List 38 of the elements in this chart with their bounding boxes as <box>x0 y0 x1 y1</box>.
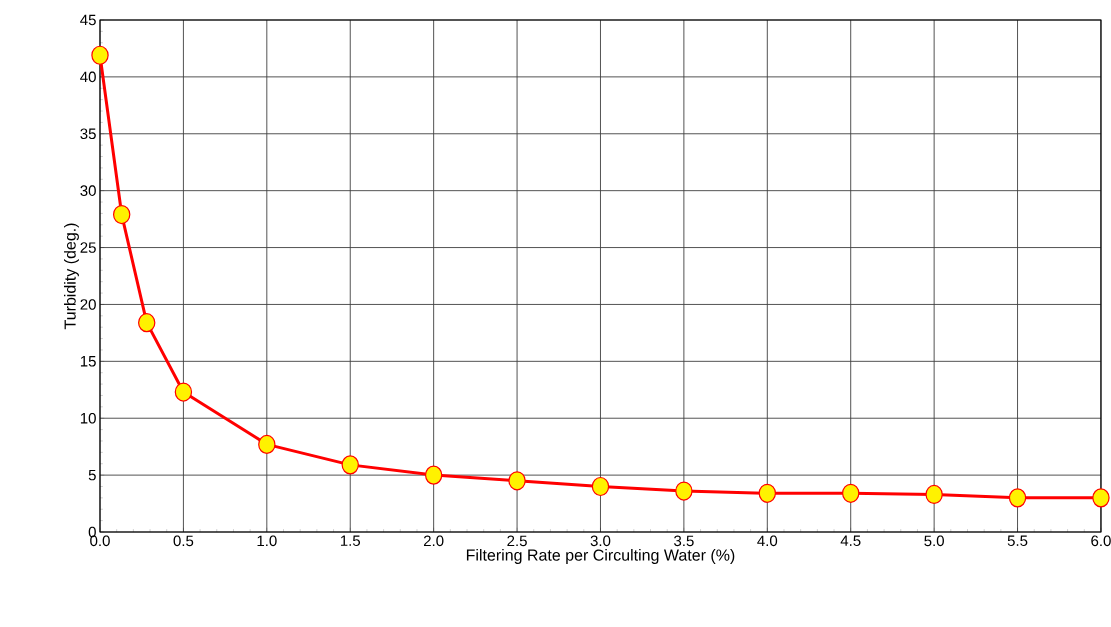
y-axis-title: Turbidity (deg.) <box>64 223 79 330</box>
x-tick-label: 4.0 <box>757 535 778 547</box>
point <box>112 204 131 225</box>
x-axis-title: Filtering Rate per Circulting Water (%) <box>466 549 735 564</box>
x-tick-label: 5.0 <box>924 535 944 547</box>
point <box>341 455 359 475</box>
point <box>138 313 156 333</box>
point <box>925 484 943 505</box>
x-tick-label: 3.5 <box>674 535 694 547</box>
point <box>258 434 276 454</box>
x-tick-label: 6.0 <box>1091 535 1111 547</box>
y-tick-label: 30 <box>80 185 96 196</box>
x-tick-label: 2.0 <box>423 535 444 547</box>
y-tick-label: 40 <box>80 71 96 83</box>
point <box>1092 488 1110 508</box>
point <box>1008 488 1027 508</box>
point <box>591 476 610 497</box>
x-tick-label: 2.5 <box>507 535 527 547</box>
x-tick-label: 1.5 <box>340 535 361 546</box>
y-tick-label: 45 <box>80 14 96 26</box>
y-tick-label: 25 <box>80 242 96 253</box>
point <box>758 483 776 503</box>
point <box>508 471 526 491</box>
point <box>424 465 443 485</box>
y-tick-label: 5 <box>88 469 96 481</box>
x-tick-label: 1.0 <box>257 535 277 547</box>
x-tick-label: 0.5 <box>173 535 194 547</box>
x-tick-label: 3.0 <box>590 535 611 547</box>
point <box>675 481 693 501</box>
y-tick-label: 20 <box>80 299 96 310</box>
y-tick-label: 10 <box>80 412 96 424</box>
y-tick-label: 15 <box>80 356 96 367</box>
point <box>174 382 193 402</box>
point <box>842 483 860 503</box>
x-tick-label: 5.5 <box>1007 535 1028 546</box>
y-tick-label: 35 <box>80 128 96 140</box>
x-tick-label: 4.5 <box>840 535 861 546</box>
point <box>91 45 109 65</box>
